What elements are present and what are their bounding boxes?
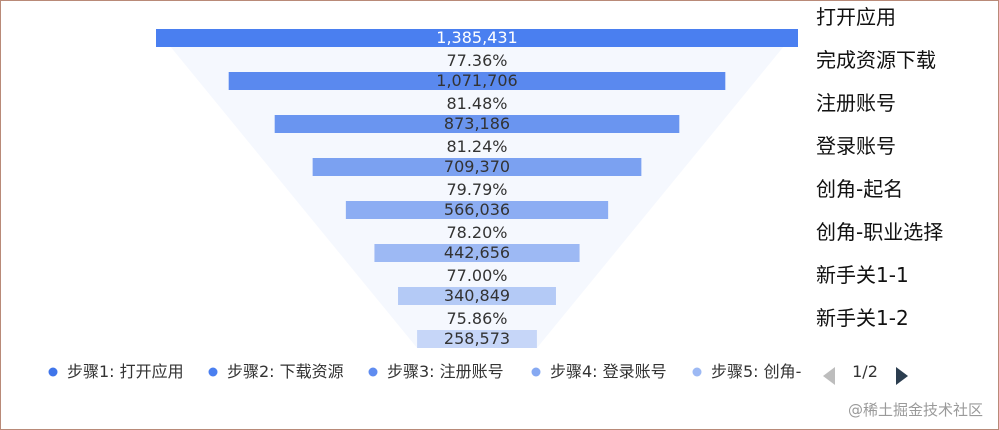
legend-marker-4 xyxy=(531,367,541,377)
funnel-bar-4 xyxy=(312,158,642,176)
legend-item-2[interactable]: 步骤2: 下载资源 xyxy=(208,362,344,381)
bar-value-6: 442,656 xyxy=(444,243,510,262)
stage-label-4: 登录账号 xyxy=(816,134,896,158)
conversion-rate-2: 81.48% xyxy=(446,94,507,113)
legend-item-3[interactable]: 步骤3: 注册账号 xyxy=(368,362,504,381)
legend-next-icon[interactable] xyxy=(896,367,908,385)
bar-value-1: 1,385,431 xyxy=(436,28,517,47)
legend-page-indicator: 1/2 xyxy=(852,362,878,381)
stage-label-5: 创角-起名 xyxy=(816,177,903,201)
conversion-rate-3: 81.24% xyxy=(446,137,507,156)
conversion-rate-4: 79.79% xyxy=(446,180,507,199)
funnel-bar-2 xyxy=(228,72,726,90)
stage-label-6: 创角-职业选择 xyxy=(816,220,943,244)
funnel-bars xyxy=(156,29,798,348)
funnel-bar-3 xyxy=(274,115,680,133)
funnel-values: 1,385,431 1,071,706 873,186 709,370 566,036 4… xyxy=(436,28,517,348)
funnel-bar-5 xyxy=(345,201,609,219)
stage-label-8: 新手关1-2 xyxy=(816,306,909,330)
legend-label-2: 步骤2: 下载资源 xyxy=(227,362,344,381)
stage-label-7: 新手关1-1 xyxy=(816,263,909,287)
legend-item-4[interactable]: 步骤4: 登录账号 xyxy=(531,362,667,381)
legend-marker-1 xyxy=(48,367,58,377)
legend: 步骤1: 打开应用 步骤2: 下载资源 步骤3: 注册账号 步骤4: 登录账号 步骤5:… xyxy=(48,362,908,385)
conversion-rate-7: 75.86% xyxy=(446,309,507,328)
legend-label-1: 步骤1: 打开应用 xyxy=(67,362,184,381)
site-watermark: @稀土掘金技术社区 xyxy=(847,401,983,419)
funnel-bar-8 xyxy=(417,330,537,348)
funnel-bar-7 xyxy=(398,287,556,305)
stage-label-2: 完成资源下载 xyxy=(816,48,936,72)
conversion-rate-5: 78.20% xyxy=(446,223,507,242)
funnel-bar-1 xyxy=(156,29,798,47)
conversion-rate-1: 77.36% xyxy=(446,51,507,70)
stage-label-3: 注册账号 xyxy=(816,91,896,115)
legend-label-4: 步骤4: 登录账号 xyxy=(550,362,667,381)
legend-item-1[interactable]: 步骤1: 打开应用 xyxy=(48,362,184,381)
legend-marker-3 xyxy=(368,367,378,377)
conversion-rates: 77.36% 81.48% 81.24% 79.79% 78.20% 77.00% 75.8… xyxy=(446,51,507,328)
legend-item-5[interactable]: 步骤5: 创角- xyxy=(692,362,802,381)
funnel-ghost-shape xyxy=(156,29,798,348)
conversion-rate-6: 77.00% xyxy=(446,266,507,285)
bar-value-3: 873,186 xyxy=(444,114,510,133)
bar-value-8: 258,573 xyxy=(444,329,510,348)
funnel-background xyxy=(156,29,798,348)
stage-label-1: 打开应用 xyxy=(816,5,896,29)
legend-label-3: 步骤3: 注册账号 xyxy=(387,362,504,381)
funnel-bar-6 xyxy=(374,244,580,262)
legend-label-5: 步骤5: 创角- xyxy=(711,362,801,381)
legend-prev-icon[interactable] xyxy=(823,367,835,385)
bar-value-2: 1,071,706 xyxy=(436,71,517,90)
legend-marker-5 xyxy=(692,367,702,377)
bar-value-7: 340,849 xyxy=(444,286,510,305)
bar-value-5: 566,036 xyxy=(444,200,510,219)
legend-marker-2 xyxy=(208,367,218,377)
bar-value-4: 709,370 xyxy=(444,157,510,176)
